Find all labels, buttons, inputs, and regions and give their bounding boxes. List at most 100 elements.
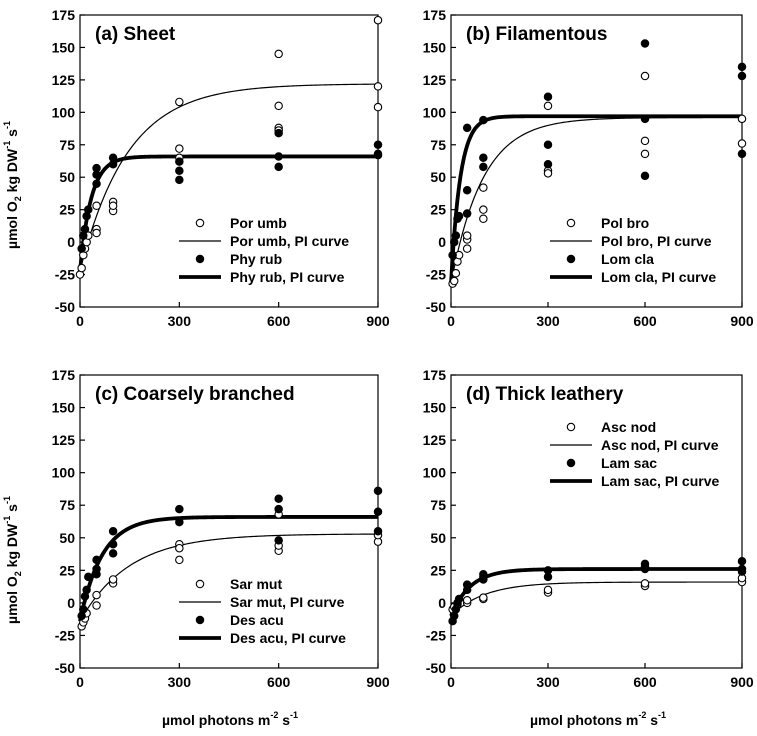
legend-label: Asc nod — [601, 419, 656, 435]
data-point-filled — [175, 175, 184, 185]
data-point-filled — [373, 527, 383, 536]
data-point-open — [462, 244, 472, 253]
data-point-open — [640, 71, 650, 81]
data-point-filled — [373, 507, 383, 516]
data-point-open — [451, 269, 461, 278]
panel-title: (d) Thick leathery — [466, 384, 624, 405]
pi-curve-line — [78, 515, 378, 622]
chart-panel: -50 -25 0 25 50 75 100 125 150 175 0 300 600 900 (d) T… — [423, 367, 754, 690]
data-point-filled — [108, 159, 118, 169]
legend-marker — [566, 254, 576, 264]
data-point-open — [479, 183, 488, 192]
data-point-filled — [274, 152, 283, 161]
y-tick-label: 125 — [423, 432, 447, 448]
legend-label: Des acu — [230, 612, 284, 628]
y-tick-label: 50 — [59, 530, 75, 546]
y-tick-label: 150 — [423, 400, 447, 416]
data-point-filled — [543, 572, 553, 582]
x-tick-label: 900 — [730, 313, 754, 329]
data-point-filled — [479, 153, 488, 163]
y-tick-label: 100 — [423, 465, 447, 481]
data-point-filled — [737, 567, 747, 576]
y-tick-label: 0 — [67, 234, 75, 250]
legend: Por umb Por umb, PI curve Phy rub Phy rub, … — [179, 215, 349, 285]
data-point-filled — [543, 92, 553, 102]
data-point-filled — [737, 71, 747, 81]
y-tick-label: 0 — [438, 234, 446, 250]
legend-label: Por umb — [230, 215, 287, 231]
data-point-filled — [274, 504, 283, 514]
data-point-open — [479, 205, 488, 214]
pi-curve-line — [78, 154, 378, 271]
legend-label: Phy rub, PI curve — [230, 269, 345, 285]
panel-title: (b) Filamentous — [466, 24, 607, 45]
y-axis-label-text: µmol O2 kg DW-1 s-1 — [2, 496, 23, 624]
pi-curve-line — [449, 114, 742, 284]
x-tick-label: 300 — [536, 313, 560, 329]
data-point-filled — [640, 39, 650, 48]
data-point-open — [737, 114, 747, 124]
data-point-filled — [462, 580, 472, 589]
y-tick-label: -50 — [55, 299, 75, 315]
y-tick-label: 75 — [430, 137, 446, 153]
y-tick-label: 25 — [430, 562, 446, 578]
data-point-open — [77, 263, 86, 273]
y-tick-label: 150 — [423, 39, 447, 55]
data-point-filled — [175, 166, 184, 175]
data-point-filled — [175, 517, 184, 527]
data-point-filled — [274, 162, 283, 172]
data-point-filled — [640, 559, 650, 569]
data-point-filled — [84, 205, 93, 214]
y-tick-label: 50 — [430, 169, 446, 185]
chart-panel: -50 -25 0 25 50 75 100 125 150 175 0 300 600 900 (c) C… — [52, 367, 390, 690]
legend-label: Sar mut — [230, 576, 282, 592]
plot-frame — [79, 14, 379, 308]
data-point-filled — [479, 569, 488, 579]
y-axis-label-top: µmol O2 kg DW-1 s-1 — [2, 121, 23, 249]
x-tick-label: 0 — [76, 313, 84, 329]
legend-label: Asc nod, PI curve — [601, 437, 719, 453]
y-tick-label: 125 — [52, 72, 76, 88]
y-tick-label: 0 — [67, 595, 75, 611]
y-tick-label: 175 — [52, 7, 76, 23]
data-point-filled — [108, 527, 118, 536]
x-axis-label-left: µmol photons m-2 s-1 — [162, 710, 298, 728]
pi-curve-line — [450, 581, 742, 617]
y-tick-label: -50 — [55, 660, 75, 676]
data-point-filled — [175, 504, 184, 514]
data-point-filled — [737, 149, 747, 159]
x-tick-label: 900 — [366, 674, 390, 690]
data-point-filled — [479, 162, 488, 172]
data-point-open — [373, 82, 383, 91]
y-tick-label: 50 — [430, 530, 446, 546]
x-tick-label: 900 — [730, 674, 754, 690]
data-point-open — [108, 201, 118, 211]
legend-marker — [195, 579, 205, 589]
y-tick-label: 125 — [423, 72, 447, 88]
data-point-open — [737, 139, 747, 148]
x-axis-label-right: µmol photons m-2 s-1 — [530, 710, 666, 728]
y-tick-label: 75 — [59, 137, 75, 153]
data-point-filled — [373, 486, 383, 496]
plot-frame — [450, 14, 743, 308]
legend-label: Por umb, PI curve — [230, 233, 349, 249]
legend-marker — [566, 218, 576, 228]
y-tick-label: 150 — [52, 400, 76, 416]
data-point-open — [175, 543, 184, 553]
data-point-filled — [462, 209, 472, 218]
data-point-open — [640, 149, 650, 159]
legend-label: Lam sac — [601, 455, 657, 471]
y-tick-label: -25 — [426, 267, 446, 283]
data-point-filled — [84, 572, 93, 582]
legend-label: Lom cla, PI curve — [601, 269, 716, 285]
x-tick-label: 900 — [366, 313, 390, 329]
data-point-open — [543, 101, 553, 111]
x-tick-label: 600 — [633, 313, 657, 329]
data-point-filled — [373, 150, 383, 160]
panel-title: (a) Sheet — [95, 24, 176, 45]
legend-marker — [195, 254, 205, 264]
y-axis-label-text: µmol O2 kg DW-1 s-1 — [2, 121, 23, 249]
data-point-open — [462, 596, 472, 605]
data-point-open — [92, 201, 101, 211]
